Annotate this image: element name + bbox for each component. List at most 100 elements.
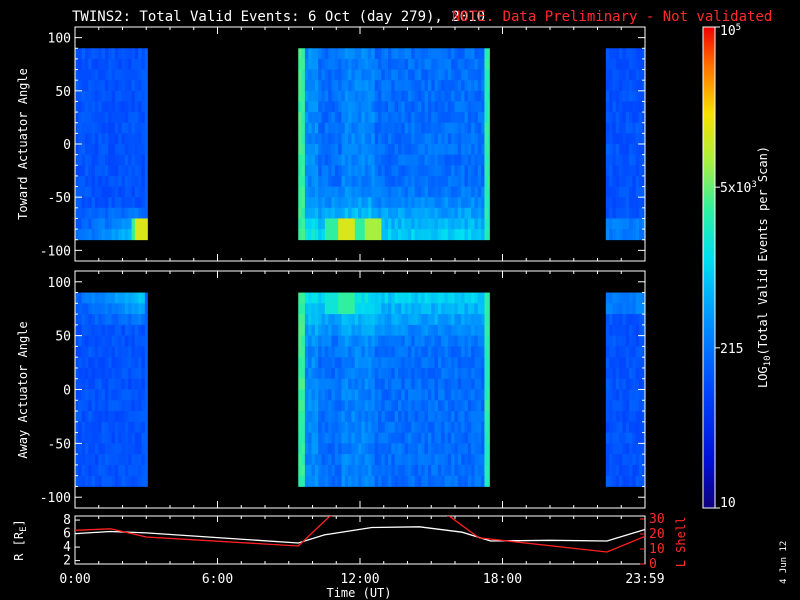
heatmap-cell [471, 80, 475, 92]
heatmap-cell [351, 48, 356, 60]
heatmap-cell [388, 432, 392, 444]
heatmap-cell [407, 207, 412, 219]
heatmap-cell [384, 48, 389, 60]
heatmap-cell [625, 454, 630, 466]
heatmap-cell [619, 197, 623, 209]
heatmap-cell [338, 207, 342, 219]
heatmap-cell [431, 197, 435, 209]
heatmap-cell [121, 314, 126, 326]
heatmap-cell [104, 186, 109, 198]
heatmap-cell [434, 475, 439, 487]
heatmap-cell [374, 443, 379, 455]
heatmap-cell [101, 154, 106, 166]
heatmap-cell [605, 207, 610, 219]
heatmap-cell [619, 389, 623, 401]
heatmap-cell [91, 229, 96, 241]
heatmap-cell [381, 411, 386, 423]
heatmap-cell [118, 411, 122, 423]
heatmap-cell [75, 432, 79, 444]
heatmap-cell [338, 229, 342, 241]
heatmap-cell [444, 48, 449, 60]
heatmap-cell [487, 464, 490, 477]
heatmap-cell [308, 432, 312, 444]
heatmap-cell [334, 357, 339, 369]
y-tick-label: 100 [48, 276, 71, 291]
heatmap-cell [91, 122, 96, 134]
heatmap-cell [118, 335, 122, 347]
heatmap-cell [461, 90, 465, 102]
heatmap-cell [477, 58, 482, 70]
heatmap-cell [434, 357, 439, 369]
heatmap-cell [451, 389, 455, 401]
heatmap-cell [131, 303, 136, 315]
heatmap-cell [138, 69, 142, 81]
heatmap-cell [639, 378, 643, 390]
heatmap-cell [334, 80, 339, 92]
heatmap-cell [318, 411, 322, 423]
heatmap-cell [128, 443, 132, 455]
heatmap-cell [424, 218, 429, 230]
heatmap-cell [91, 165, 96, 177]
heatmap-cell [388, 335, 392, 347]
heatmap-cell [622, 421, 627, 433]
heatmap-cell [301, 133, 306, 145]
heatmap-cell [358, 112, 362, 124]
heatmap-cell [138, 357, 142, 369]
heatmap-cell [632, 346, 637, 358]
heatmap-cell [104, 292, 109, 304]
heatmap-cell [444, 443, 449, 455]
heatmap-cell [632, 175, 637, 187]
heatmap-cell [451, 421, 455, 433]
heatmap-cell [391, 218, 396, 230]
heatmap-cell [318, 443, 322, 455]
heatmap-cell [444, 80, 449, 92]
heatmap-cell [78, 218, 83, 230]
heatmap-cell [642, 112, 646, 124]
heatmap-cell [391, 69, 396, 81]
heatmap-cell [642, 324, 646, 337]
heatmap-cell [437, 443, 442, 455]
heatmap-cell [131, 475, 136, 487]
heatmap-cell [134, 154, 139, 166]
heatmap-cell [361, 454, 366, 466]
heatmap-cell [94, 464, 99, 477]
heatmap-cell [471, 324, 475, 337]
heatmap-cell [434, 186, 439, 198]
heatmap-cell [487, 165, 490, 177]
heatmap-cell [364, 303, 369, 315]
heatmap-cell [411, 133, 416, 145]
heatmap-cell [632, 324, 637, 337]
heatmap-cell [629, 292, 633, 304]
heatmap-cell [321, 464, 326, 477]
heatmap-cell [334, 475, 339, 487]
heatmap-cell [361, 80, 366, 92]
heatmap-cell [301, 69, 306, 81]
heatmap-cell [308, 357, 312, 369]
heatmap-cell [481, 229, 485, 241]
heatmap-cell [364, 197, 369, 209]
heatmap-cell [75, 335, 79, 347]
heatmap-cell [121, 303, 126, 315]
heatmap-cell [464, 101, 469, 113]
heatmap-cell [481, 48, 485, 60]
heatmap-cell [381, 314, 386, 326]
heatmap-cell [364, 324, 369, 337]
heatmap-cell [639, 80, 643, 92]
heatmap-cell [421, 357, 425, 369]
heatmap-cell [318, 335, 322, 347]
heatmap-cell [91, 48, 96, 60]
heatmap-cell [464, 314, 469, 326]
heatmap-cell [341, 218, 346, 230]
heatmap-cell [134, 69, 139, 81]
heatmap-cell [298, 464, 302, 477]
heatmap-cell [474, 335, 479, 347]
heatmap-cell [431, 80, 435, 92]
heatmap-cell [81, 335, 86, 347]
heatmap-cell [417, 292, 422, 304]
heatmap-cell [368, 464, 372, 477]
heatmap-cell [622, 197, 627, 209]
heatmap-cell [134, 165, 139, 177]
heatmap-cell [114, 367, 119, 380]
heatmap-cell [374, 58, 379, 70]
heatmap-cell [344, 101, 349, 113]
